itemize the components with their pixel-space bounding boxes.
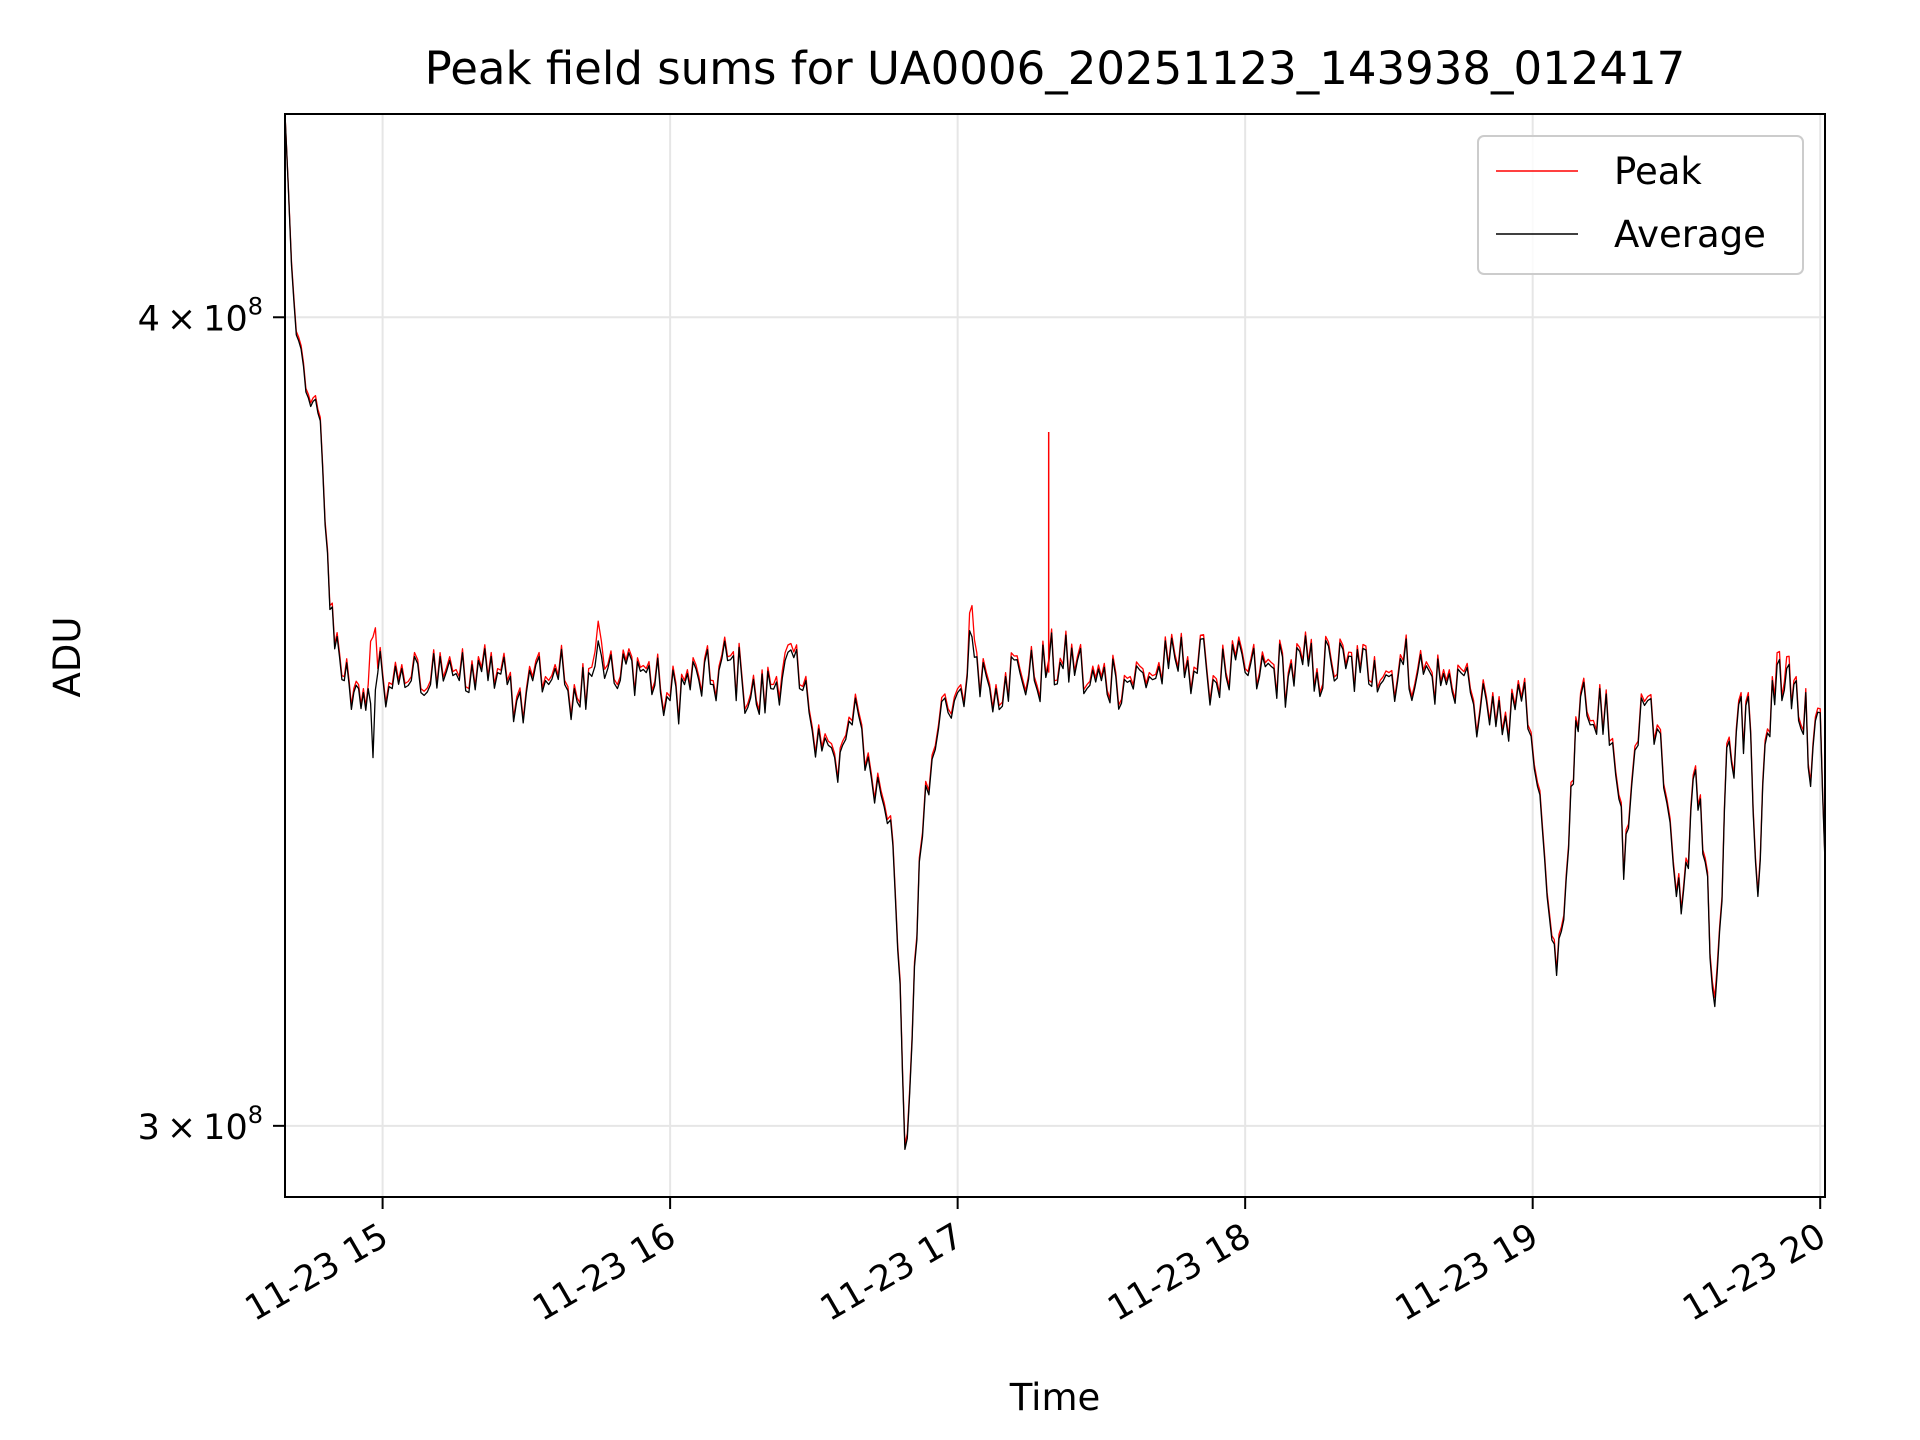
y-tick-times: × 10 <box>160 1108 248 1148</box>
chart-title: Peak field sums for UA0006_20251123_1439… <box>425 42 1686 95</box>
legend: Peak Average <box>1477 135 1804 275</box>
y-tick-times: × 10 <box>160 299 248 339</box>
y-axis-label: ADU <box>46 617 89 698</box>
y-tick-exponent: 8 <box>248 1101 263 1129</box>
y-tick-exponent: 8 <box>248 292 263 320</box>
plot-frame <box>284 113 1826 1198</box>
x-axis-label: Time <box>1009 1376 1101 1419</box>
series-line-average <box>285 114 1825 1151</box>
y-tick-base: 4 <box>138 299 160 339</box>
plot-lines <box>285 114 1825 1151</box>
y-tick-base: 3 <box>138 1108 160 1148</box>
legend-label-average: Average <box>1614 213 1766 256</box>
y-tick-label: 3 × 108 <box>138 1101 263 1148</box>
legend-label-peak: Peak <box>1614 150 1702 193</box>
y-tick-label: 4 × 108 <box>138 292 263 339</box>
grid-lines <box>285 114 1825 1197</box>
